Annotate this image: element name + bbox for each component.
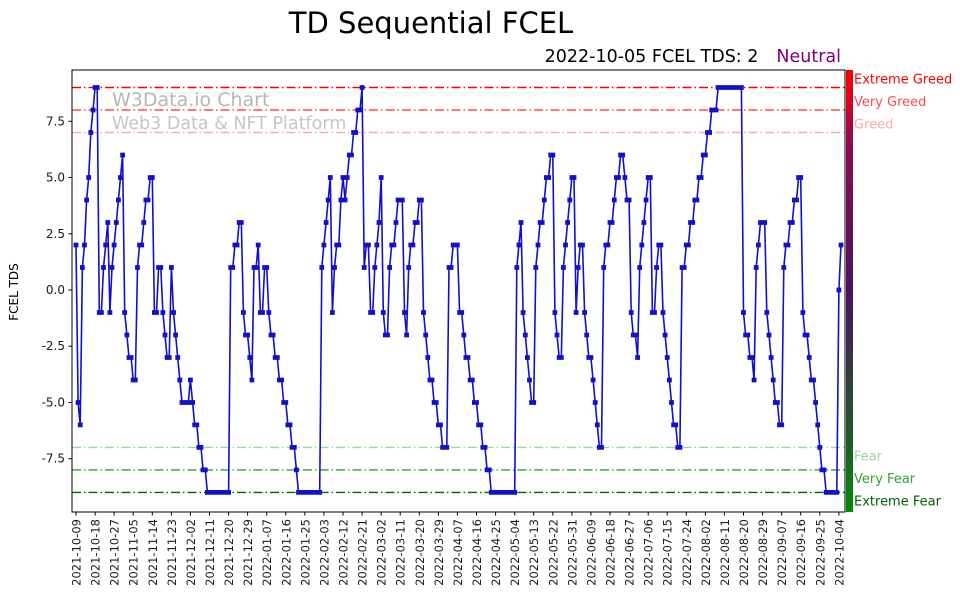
subtitle-date-text: 2022-10-05 FCEL TDS: 2 — [544, 47, 759, 67]
x-tick-label: 2021-12-02 — [184, 519, 198, 586]
x-tick-label: 2022-03-20 — [413, 519, 427, 586]
x-tick-label: 2022-03-29 — [432, 519, 446, 586]
x-tick-label: 2021-11-14 — [146, 519, 160, 586]
x-tick-label: 2021-12-29 — [241, 519, 255, 586]
tds-line — [75, 86, 842, 494]
threshold-label-greed: Greed — [854, 118, 893, 133]
y-tick-label: -7.5 — [42, 452, 65, 466]
x-tick-label: 2022-01-16 — [279, 519, 293, 586]
y-tick-label: 0.0 — [46, 283, 65, 297]
threshold-label-extreme-greed: Extreme Greed — [854, 73, 952, 88]
y-tick-label: 2.5 — [46, 227, 65, 241]
x-tick-label: 2022-05-04 — [508, 519, 522, 586]
y-tick-label: -2.5 — [42, 339, 65, 353]
x-tick-label: 2022-08-20 — [737, 519, 751, 586]
x-tick-label: 2022-09-07 — [775, 519, 789, 586]
x-tick-label: 2022-08-02 — [699, 519, 713, 586]
x-tick-label: 2022-08-11 — [718, 519, 732, 586]
x-tick-label: 2022-07-06 — [642, 519, 656, 586]
x-tick-label: 2022-05-22 — [546, 519, 560, 586]
chart-title: TD Sequential FCEL — [288, 6, 574, 40]
threshold-label-fear: Fear — [854, 449, 883, 464]
x-tick-label: 2022-01-07 — [260, 519, 274, 586]
watermark-line1: W3Data.io Chart — [112, 89, 270, 111]
threshold-label-very-fear: Very Fear — [854, 472, 916, 487]
x-tick-label: 2021-10-27 — [108, 519, 122, 586]
x-tick-label: 2022-08-29 — [756, 519, 770, 586]
x-tick-label: 2021-12-11 — [203, 519, 217, 586]
y-tick-label: 5.0 — [46, 171, 65, 185]
threshold-label-very-greed: Very Greed — [854, 95, 926, 110]
y-tick-label: -5.0 — [42, 396, 65, 410]
x-tick-label: 2022-02-03 — [317, 519, 331, 586]
x-tick-label: 2022-05-13 — [527, 519, 541, 586]
x-tick-label: 2022-04-25 — [489, 519, 503, 586]
threshold-label-extreme-fear: Extreme Fear — [854, 494, 942, 509]
sentiment-colorbar — [846, 70, 853, 512]
x-tick-label: 2022-02-12 — [337, 519, 351, 586]
x-tick-label: 2022-09-25 — [813, 519, 827, 586]
x-tick-label: 2021-10-09 — [70, 519, 84, 586]
x-tick-label: 2022-01-25 — [298, 519, 312, 586]
x-tick-label: 2021-12-20 — [222, 519, 236, 586]
x-tick-label: 2022-06-27 — [623, 519, 637, 586]
x-tick-label: 2022-03-11 — [394, 519, 408, 586]
x-tick-label: 2022-04-07 — [451, 519, 465, 586]
watermark-line2: Web3 Data & NFT Platform — [112, 114, 347, 134]
x-tick-label: 2021-10-18 — [89, 519, 103, 586]
x-tick-label: 2021-11-23 — [165, 519, 179, 586]
subtitle-status-badge: Neutral — [776, 47, 841, 67]
x-tick-label: 2022-05-31 — [565, 519, 579, 586]
plot-border — [71, 69, 846, 513]
x-tick-label: 2022-07-15 — [661, 519, 675, 586]
x-tick-label: 2022-09-16 — [794, 519, 808, 586]
x-tick-label: 2022-10-04 — [832, 519, 846, 586]
x-tick-label: 2022-06-18 — [604, 519, 618, 586]
x-tick-label: 2022-07-24 — [680, 519, 694, 586]
x-tick-label: 2021-11-05 — [127, 519, 141, 586]
x-tick-label: 2022-06-09 — [584, 519, 598, 586]
x-tick-label: 2022-03-02 — [375, 519, 389, 586]
y-tick-label: 7.5 — [46, 114, 65, 128]
x-tick-label: 2022-04-16 — [470, 519, 484, 586]
x-tick-label: 2022-02-21 — [356, 519, 370, 586]
chart-subtitle: 2022-10-05 FCEL TDS: 2 Neutral — [545, 47, 841, 67]
